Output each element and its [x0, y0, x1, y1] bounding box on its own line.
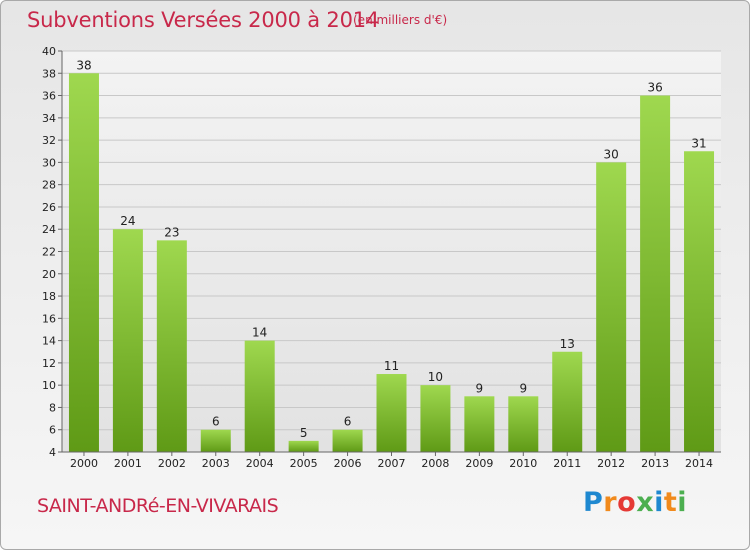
x-tick-label: 2002: [158, 457, 186, 470]
commune-name: SAINT-ANDRé-EN-VIVARAIS: [37, 495, 279, 517]
bar-value-label: 36: [647, 81, 662, 95]
x-tick-label: 2010: [509, 457, 537, 470]
chart-subtitle: (en milliers d'€): [353, 13, 448, 27]
x-tick-label: 2011: [553, 457, 581, 470]
bar-2002: [156, 240, 187, 452]
bar-value-label: 6: [344, 415, 352, 429]
logo-letter: P: [583, 487, 604, 518]
y-tick-label: 40: [42, 45, 56, 58]
bar-2005: [288, 440, 319, 452]
y-tick-label: 18: [42, 290, 56, 303]
bar-2004: [244, 340, 275, 452]
x-tick-label: 2012: [597, 457, 625, 470]
bar-2006: [332, 429, 363, 452]
x-tick-label: 2008: [421, 457, 449, 470]
y-tick-label: 34: [42, 112, 56, 125]
logo-letter: x: [636, 487, 655, 518]
bar-value-label: 31: [691, 136, 706, 150]
bar-value-label: 38: [76, 58, 91, 72]
y-tick-label: 36: [42, 90, 56, 103]
bar-value-label: 13: [560, 337, 575, 351]
bar-2012: [596, 162, 627, 452]
y-tick-label: 22: [42, 246, 56, 259]
bar-value-label: 30: [604, 147, 619, 161]
bar-value-label: 6: [212, 415, 220, 429]
y-tick-label: 28: [42, 179, 56, 192]
bar-value-label: 23: [164, 225, 179, 239]
y-tick-label: 4: [49, 446, 56, 459]
bar-2003: [200, 429, 231, 452]
x-tick-label: 2013: [641, 457, 669, 470]
bar-2009: [464, 396, 495, 452]
y-tick-label: 38: [42, 67, 56, 80]
bar-2011: [552, 351, 583, 452]
x-tick-label: 2014: [685, 457, 713, 470]
bar-value-label: 10: [428, 370, 443, 384]
x-tick-label: 2009: [465, 457, 493, 470]
bar-2010: [508, 396, 539, 452]
bar-value-label: 11: [384, 359, 399, 373]
bar-2014: [684, 151, 715, 452]
y-tick-label: 16: [42, 312, 56, 325]
proxiti-logo: Proxiti: [583, 487, 687, 518]
logo-letter: i: [654, 487, 664, 518]
x-tick-label: 2005: [290, 457, 318, 470]
logo-letter: r: [603, 487, 618, 518]
bar-2000: [68, 73, 99, 453]
x-tick-label: 2003: [202, 457, 230, 470]
bar-2013: [640, 95, 671, 453]
chart-title: Subventions Versées 2000 à 2014: [27, 8, 380, 32]
logo-letter: o: [617, 487, 637, 518]
y-tick-label: 10: [42, 379, 56, 392]
bar-2001: [112, 229, 143, 452]
x-tick-label: 2001: [114, 457, 142, 470]
y-tick-label: 26: [42, 201, 56, 214]
y-tick-label: 32: [42, 134, 56, 147]
bar-value-label: 9: [519, 381, 527, 395]
bar-value-label: 5: [300, 426, 308, 440]
y-tick-label: 14: [42, 335, 56, 348]
logo-letter: t: [663, 487, 678, 518]
logo-letter: i: [677, 487, 688, 518]
x-tick-label: 2000: [70, 457, 98, 470]
y-tick-label: 12: [42, 357, 56, 370]
y-tick-label: 6: [49, 424, 56, 437]
bar-value-label: 14: [252, 326, 267, 340]
y-tick-label: 30: [42, 156, 56, 169]
bar-value-label: 9: [476, 381, 484, 395]
y-tick-label: 20: [42, 268, 56, 281]
x-tick-label: 2004: [246, 457, 274, 470]
bar-2008: [420, 385, 451, 452]
bar-value-label: 24: [120, 214, 135, 228]
x-tick-label: 2007: [378, 457, 406, 470]
y-tick-label: 8: [49, 401, 56, 414]
y-tick-label: 24: [42, 223, 56, 236]
bar-2007: [376, 374, 407, 452]
x-tick-label: 2006: [334, 457, 362, 470]
